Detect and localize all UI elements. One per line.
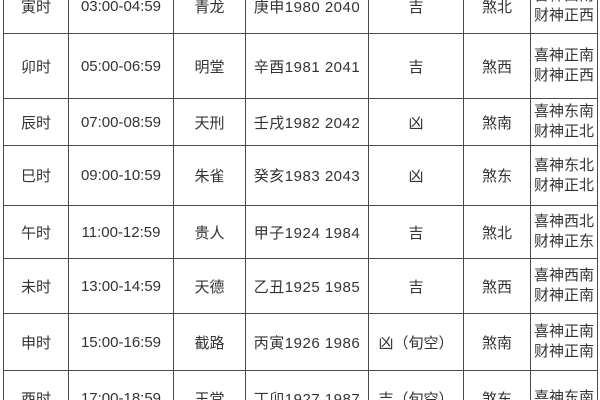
luck-cell: 凶（旬空） (368, 313, 464, 371)
hour-cell: 午时 (3, 205, 69, 259)
ganzhi-years-cell: 甲子1924 1984 (245, 205, 369, 259)
gods-direction-cell: 喜神东南 (530, 370, 598, 400)
table-row: 酉时 17:00-18:59 玉堂 丁卯1927 1987 吉（旬空） 煞东 喜… (3, 370, 598, 400)
ganzhi-years-cell: 壬戌1982 2042 (245, 98, 369, 146)
joy-god-direction: 喜神西南 (532, 0, 597, 6)
sha-direction-cell: 煞南 (463, 98, 531, 146)
hour-cell: 酉时 (3, 370, 69, 400)
ganzhi-years-cell: 丁卯1927 1987 (245, 370, 369, 400)
hour-cell: 卯时 (3, 33, 69, 99)
table-row: 辰时 07:00-08:59 天刑 壬戌1982 2042 凶 煞南 喜神东南 … (3, 98, 598, 146)
table-row: 巳时 09:00-10:59 朱雀 癸亥1983 2043 凶 煞东 喜神东北 … (3, 145, 598, 206)
table-row: 申时 15:00-16:59 截路 丙寅1926 1986 凶（旬空） 煞南 喜… (3, 313, 598, 371)
ganzhi-years-cell: 辛酉1981 2041 (245, 33, 369, 99)
time-range-cell: 09:00-10:59 (68, 145, 174, 206)
wealth-god-direction: 财神正北 (533, 176, 594, 194)
gods-direction-cell: 喜神正南 财神正西 (530, 33, 598, 99)
star-cell: 贵人 (173, 205, 246, 259)
table-row: 寅时 03:00-04:59 青龙 庚申1980 2040 吉 煞北 喜神西南 … (3, 0, 598, 34)
wealth-god-direction: 财神正西 (533, 7, 594, 24)
wealth-god-direction: 财神正南 (533, 343, 594, 360)
luck-cell: 凶 (368, 145, 464, 206)
time-range-cell: 07:00-08:59 (68, 98, 174, 146)
luck-cell: 凶 (368, 98, 464, 146)
wealth-god-direction: 财神正西 (533, 67, 594, 84)
hour-cell: 辰时 (3, 98, 69, 146)
star-cell: 天德 (173, 258, 246, 314)
luck-cell: 吉（旬空） (368, 370, 464, 400)
time-range-cell: 17:00-18:59 (68, 370, 174, 400)
star-cell: 截路 (173, 313, 246, 371)
sha-direction-cell: 煞北 (463, 0, 531, 34)
joy-god-direction: 喜神正南 (533, 47, 594, 64)
sha-direction-cell: 煞北 (463, 205, 531, 259)
sha-direction-cell: 煞南 (463, 313, 531, 371)
joy-god-direction: 喜神西南 (533, 267, 594, 284)
wealth-god-direction: 财神正北 (533, 123, 594, 140)
table-row: 未时 13:00-14:59 天德 乙丑1925 1985 吉 煞西 喜神西南 … (3, 258, 598, 314)
time-range-cell: 11:00-12:59 (68, 205, 174, 259)
ganzhi-years-cell: 丙寅1926 1986 (245, 313, 369, 371)
joy-god-direction: 喜神东南 (533, 389, 594, 400)
luck-cell: 吉 (368, 0, 464, 34)
hour-cell: 申时 (3, 313, 69, 371)
luck-cell: 吉 (368, 33, 464, 99)
gods-direction-cell: 喜神东北 财神正北 (530, 145, 598, 206)
ganzhi-years-cell: 庚申1980 2040 (245, 0, 369, 34)
luck-cell: 吉 (368, 258, 464, 314)
star-cell: 朱雀 (173, 145, 246, 206)
hourly-luck-table: 寅时 03:00-04:59 青龙 庚申1980 2040 吉 煞北 喜神西南 … (3, 0, 598, 400)
wealth-god-direction: 财神正南 (533, 287, 594, 304)
gods-direction-cell: 喜神西南 财神正南 (530, 258, 598, 314)
star-cell: 天刑 (173, 98, 246, 146)
joy-god-direction: 喜神正南 (533, 323, 594, 340)
star-cell: 青龙 (173, 0, 246, 34)
ganzhi-years-cell: 癸亥1983 2043 (245, 145, 369, 206)
sha-direction-cell: 煞东 (463, 370, 531, 400)
wealth-god-direction: 财神正东 (533, 233, 594, 250)
sha-direction-cell: 煞东 (463, 145, 531, 206)
joy-god-direction: 喜神东北 (533, 156, 594, 174)
gods-direction-cell: 喜神正南 财神正南 (530, 313, 598, 371)
time-range-cell: 13:00-14:59 (68, 258, 174, 314)
gods-direction-cell: 喜神西北 财神正东 (530, 205, 598, 259)
star-cell: 玉堂 (173, 370, 246, 400)
time-range-cell: 15:00-16:59 (68, 313, 174, 371)
joy-god-direction: 喜神东南 (533, 103, 594, 120)
sha-direction-cell: 煞西 (463, 33, 531, 99)
joy-god-direction: 喜神西北 (533, 213, 594, 230)
table-row: 卯时 05:00-06:59 明堂 辛酉1981 2041 吉 煞西 喜神正南 … (3, 33, 598, 99)
hour-cell: 寅时 (3, 0, 69, 34)
star-cell: 明堂 (173, 33, 246, 99)
gods-direction-cell: 喜神西南 财神正西 (530, 0, 598, 34)
hour-cell: 巳时 (3, 145, 69, 206)
gods-direction-cell: 喜神东南 财神正北 (530, 98, 598, 146)
table-row: 午时 11:00-12:59 贵人 甲子1924 1984 吉 煞北 喜神西北 … (3, 205, 598, 259)
luck-cell: 吉 (368, 205, 464, 259)
hour-cell: 未时 (3, 258, 69, 314)
time-range-cell: 05:00-06:59 (68, 33, 174, 99)
ganzhi-years-cell: 乙丑1925 1985 (245, 258, 369, 314)
time-range-cell: 03:00-04:59 (68, 0, 174, 34)
sha-direction-cell: 煞西 (463, 258, 531, 314)
